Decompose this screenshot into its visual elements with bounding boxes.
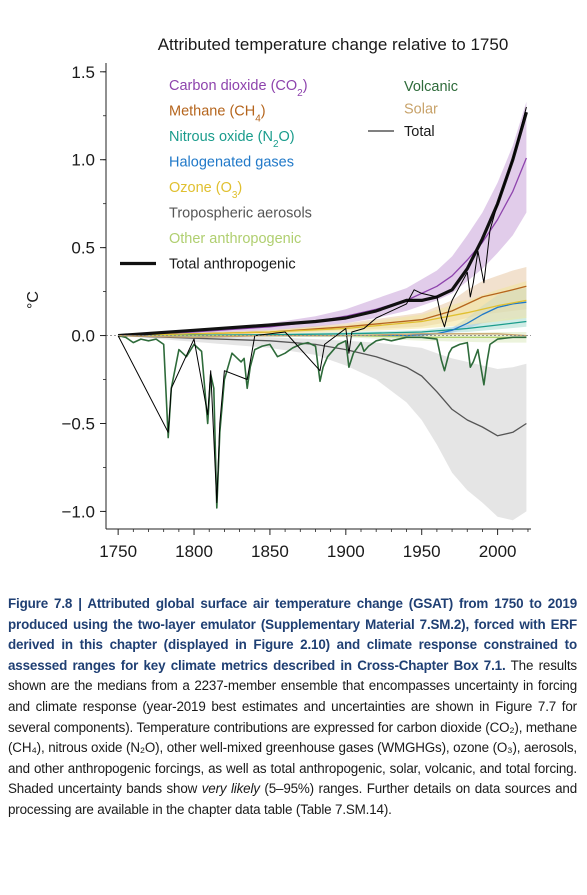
- legend-label-subscript: 2: [297, 88, 303, 99]
- chart-area: Attributed temperature change relative t…: [25, 35, 531, 561]
- figure-caption: Figure 7.8 | Attributed global surface a…: [8, 594, 577, 821]
- legend-label-text: O): [279, 129, 295, 145]
- x-tick-label: 1900: [327, 542, 365, 561]
- methane-ch4-line: [118, 285, 527, 337]
- legend-label-subscript: 3: [232, 190, 238, 201]
- legend-label-text: ): [237, 180, 242, 196]
- legend-label-text: Nitrous oxide (N: [169, 129, 273, 145]
- temperature-attribution-chart: Attributed temperature change relative t…: [25, 35, 531, 561]
- legend-item-volcanic: Volcanic: [404, 79, 458, 95]
- y-tick-label: 0.5: [71, 239, 95, 258]
- legend-item-other-anthropogenic: Other anthropogenic: [169, 231, 301, 247]
- y-tick-label: 1.0: [71, 151, 95, 170]
- nitrous-oxide-n2o-band: [118, 316, 527, 336]
- volcanic-line: [117, 334, 527, 509]
- legend-item-nitrous-oxide-n2o: Nitrous oxide (N2O): [169, 129, 295, 150]
- x-tick-label: 1800: [175, 542, 213, 561]
- y-axis-label: °C: [25, 291, 42, 309]
- legend-item-carbon-dioxide-co2: Carbon dioxide (CO2): [169, 78, 308, 99]
- legend-label-text: ): [261, 104, 266, 120]
- ozone-o3-line: [118, 299, 527, 337]
- y-tick-label: 0.0: [71, 327, 95, 346]
- legend-item-total-anthropogenic: Total anthropogenic: [169, 257, 296, 273]
- caption-italic-term: very likely: [201, 781, 260, 797]
- total-line: [117, 106, 527, 504]
- tropospheric-aerosols-band: [118, 335, 527, 521]
- tropospheric-aerosols-line: [118, 334, 527, 437]
- halogenated-gases-line: [118, 301, 527, 337]
- legend: Carbon dioxide (CO2)Methane (CH4)Nitrous…: [120, 78, 458, 273]
- series-lines: [117, 106, 528, 509]
- legend-item-halogenated-gases: Halogenated gases: [169, 155, 294, 171]
- nitrous-oxide-n2o-line: [118, 320, 527, 337]
- legend-label-subscript: 4: [255, 113, 261, 124]
- legend-label-text: Carbon dioxide (CO: [169, 78, 297, 94]
- chart-title: Attributed temperature change relative t…: [158, 35, 509, 54]
- y-tick-label: −1.0: [61, 502, 95, 521]
- caption-body-end: (5–95%) ranges. Further details on data …: [8, 781, 578, 817]
- ozone-o3-band: [118, 281, 527, 336]
- axes: 1750 1800 1850 1900 1950 2000 1.5 1.0 0.5 0.0 −0.5…: [61, 63, 531, 561]
- legend-item-ozone-o3: Ozone (O3): [169, 180, 242, 201]
- legend-item-methane-ch4: Methane (CH4): [169, 104, 266, 125]
- y-tick-label: −0.5: [61, 414, 95, 433]
- total-anthropogenic-line: [117, 111, 528, 338]
- legend-label-text: Methane (CH: [169, 104, 255, 120]
- x-tick-label: 1950: [403, 542, 441, 561]
- x-tick-label: 1750: [99, 542, 137, 561]
- solar-line: [118, 333, 527, 338]
- caption-heading: Figure 7.8 | Attributed global surface a…: [8, 596, 577, 673]
- legend-item-solar: Solar: [404, 102, 438, 118]
- legend-item-tropospheric-aerosols: Tropospheric aerosols: [169, 206, 312, 222]
- x-tick-label: 1850: [251, 542, 289, 561]
- legend-label-text: ): [303, 78, 308, 94]
- x-tick-label: 2000: [479, 542, 517, 561]
- caption-body: The results shown are the medians from a…: [8, 657, 577, 797]
- legend-label-text: Ozone (O: [169, 180, 232, 196]
- legend-item-total: Total: [404, 124, 435, 140]
- legend-label-subscript: 2: [273, 139, 279, 150]
- y-tick-label: 1.5: [71, 63, 95, 82]
